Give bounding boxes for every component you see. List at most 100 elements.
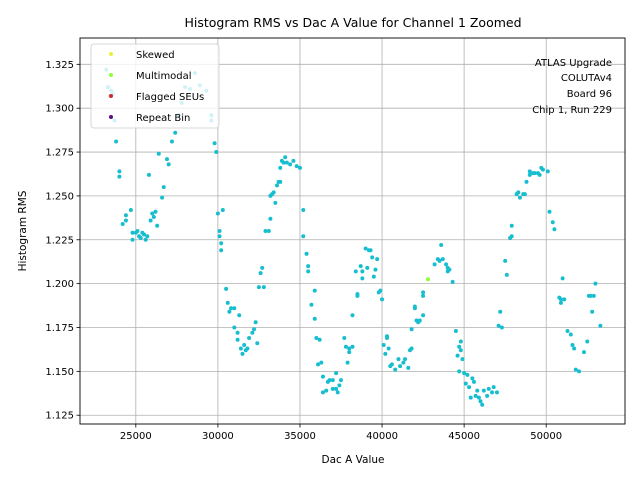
data-point-normal	[330, 378, 335, 383]
data-point-normal	[409, 346, 414, 351]
data-point-normal	[250, 330, 255, 335]
grid-lines	[80, 38, 625, 424]
data-point-normal	[284, 160, 289, 165]
x-axis-ticks: 25000 30000 35000 40000 45000 50000	[120, 424, 562, 442]
data-point-normal	[255, 341, 260, 346]
data-point-normal	[386, 346, 391, 351]
data-point-normal	[123, 218, 128, 223]
data-point-normal	[281, 160, 286, 165]
y-axis-ticks: 1.125 1.150 1.175 1.200 1.225 1.250 1.275 1.300…	[45, 60, 80, 422]
data-point-normal	[319, 360, 324, 365]
data-point-normal	[117, 174, 122, 179]
data-point-normal	[145, 234, 150, 239]
data-point-normal	[242, 343, 247, 348]
data-point-normal	[227, 309, 232, 314]
data-point-normal	[166, 162, 171, 167]
data-point-normal	[504, 272, 509, 277]
data-point-normal	[335, 390, 340, 395]
data-point-normal	[381, 343, 386, 348]
data-point-normal	[365, 265, 370, 270]
data-point-normal	[457, 344, 462, 349]
y-tick-label: 1.150	[45, 367, 74, 378]
data-point-normal	[245, 346, 250, 351]
data-point-normal	[396, 357, 401, 362]
data-point-normal	[156, 151, 161, 156]
data-point-normal	[494, 390, 499, 395]
data-point-normal	[550, 220, 555, 225]
data-point-normal	[142, 232, 147, 237]
data-point-normal	[421, 313, 426, 318]
data-point-normal	[312, 288, 317, 293]
annotation-line-1: ATLAS Upgrade	[535, 58, 612, 69]
data-point-normal	[480, 402, 485, 407]
data-point-normal	[117, 169, 122, 174]
data-point-normal	[229, 306, 234, 311]
data-point-normal	[481, 388, 486, 393]
annotation-line-3: Board 96	[567, 89, 612, 100]
data-point-normal	[455, 353, 460, 358]
data-point-normal	[240, 351, 245, 356]
data-point-normal	[572, 346, 577, 351]
data-point-normal	[253, 320, 258, 325]
data-point-normal	[516, 190, 521, 195]
data-point-normal	[471, 379, 476, 384]
x-tick-label: 50000	[530, 431, 562, 442]
data-point-normal	[496, 323, 501, 328]
x-tick-label: 45000	[448, 431, 480, 442]
data-point-normal	[498, 309, 503, 314]
data-point-normal	[235, 337, 240, 342]
data-point-normal	[161, 185, 166, 190]
data-point-normal	[350, 344, 355, 349]
data-point-normal	[148, 218, 153, 223]
data-point-normal	[173, 130, 178, 135]
data-point-normal	[123, 213, 128, 218]
data-point-normal	[258, 271, 263, 276]
data-point-normal	[360, 269, 365, 274]
data-point-normal	[593, 281, 598, 286]
data-point-normal	[155, 223, 160, 228]
data-point-normal	[468, 395, 473, 400]
data-point-normal	[353, 269, 358, 274]
data-point-normal	[380, 297, 385, 302]
data-point-normal	[150, 211, 155, 216]
data-point-normal	[370, 255, 375, 260]
data-point-normal	[360, 276, 365, 281]
data-point-normal	[384, 336, 389, 341]
data-point-normal	[467, 385, 472, 390]
data-point-normal	[537, 172, 542, 177]
data-point-normal	[355, 293, 360, 298]
y-tick-label: 1.200	[45, 279, 74, 290]
data-point-normal	[393, 367, 398, 372]
data-point-normal	[334, 386, 339, 391]
data-point-normal	[562, 297, 567, 302]
data-point-normal	[160, 195, 165, 200]
data-point-normal	[527, 169, 532, 174]
data-point-normal	[450, 279, 455, 284]
data-point-normal	[560, 276, 565, 281]
data-point-normal	[363, 246, 368, 251]
data-point-normal	[215, 211, 220, 216]
data-point-normal	[509, 223, 514, 228]
data-point-normal	[499, 325, 504, 330]
data-point-normal	[503, 258, 508, 263]
data-point-normal	[568, 332, 573, 337]
data-point-normal	[309, 302, 314, 307]
data-point-normal	[261, 285, 266, 290]
data-point-normal	[522, 192, 527, 197]
data-point-normal	[312, 316, 317, 321]
data-point-normal	[301, 207, 306, 212]
y-tick-label: 1.325	[45, 60, 74, 71]
data-point-normal	[478, 399, 483, 404]
data-point-normal	[532, 171, 537, 176]
data-point-normal	[138, 236, 143, 241]
data-point-normal	[491, 385, 496, 390]
data-point-normal	[486, 386, 491, 391]
data-point-normal	[237, 313, 242, 318]
data-point-normal	[151, 214, 156, 219]
data-point-normal	[225, 300, 230, 305]
data-point-normal	[291, 158, 296, 163]
data-point-normal	[146, 172, 151, 177]
data-point-normal	[585, 339, 590, 344]
run-annotation: ATLAS Upgrade COLUTAv4 Board 96 Chip 1, …	[532, 58, 612, 116]
data-point-normal	[368, 248, 373, 253]
